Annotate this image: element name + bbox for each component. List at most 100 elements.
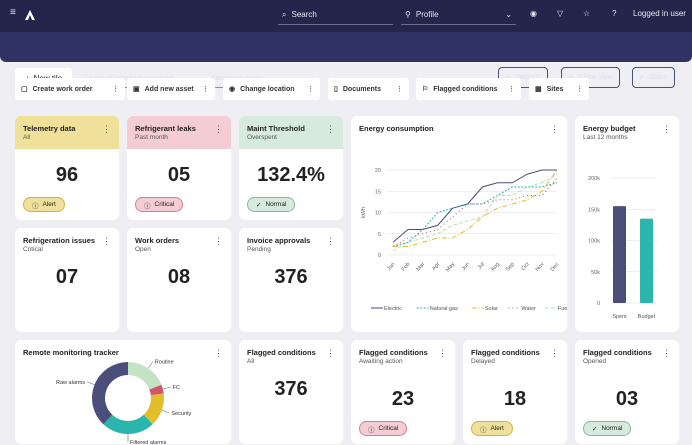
legend-label: Water bbox=[521, 306, 536, 312]
leader-line bbox=[162, 386, 171, 390]
more-options-icon[interactable]: ⋮ bbox=[662, 124, 671, 134]
quick-action-2[interactable]: ◉ Change location ⋮ bbox=[223, 78, 320, 100]
kpi-tile[interactable]: Flagged conditions Awaiting action ⋮ 23 ⓘ… bbox=[351, 340, 455, 444]
location-icon[interactable]: ◉ bbox=[530, 9, 537, 18]
y-tick-label: 5 bbox=[378, 232, 381, 238]
kpi-tile[interactable]: Work orders Open ⋮ 08 bbox=[127, 228, 231, 332]
kpi-tile[interactable]: Invoice approvals Pending ⋮ 376 bbox=[239, 228, 343, 332]
more-options-icon[interactable]: ⋮ bbox=[326, 124, 335, 134]
status-badge: ⓘ Alert bbox=[23, 197, 65, 212]
remote-monitoring-card: Remote monitoring tracker ⋮ Routine FC Sec… bbox=[15, 340, 231, 444]
kpi-tile[interactable]: Telemetry data All ⋮ 96 ⓘ Alert bbox=[15, 116, 119, 220]
series-line-electric bbox=[392, 169, 557, 243]
status-badge: ⓘ Critical bbox=[359, 421, 408, 436]
tile-value: 23 bbox=[391, 388, 415, 410]
chevron-down-icon: ⌄ bbox=[505, 10, 512, 19]
remote-monitoring-donut-chart: Routine FC Security Filtered alarms Raw alar… bbox=[56, 360, 191, 444]
more-options-icon[interactable]: ⋮ bbox=[438, 348, 447, 358]
more-options-icon[interactable]: ⋮ bbox=[326, 236, 335, 246]
bar-spent bbox=[613, 206, 626, 303]
kpi-tile[interactable]: Refrigeration issues Critical ⋮ 07 bbox=[15, 228, 119, 332]
share-button[interactable]: ↱ Share bbox=[632, 67, 675, 88]
logged-in-user[interactable]: Logged in user bbox=[633, 9, 686, 18]
more-options-icon[interactable]: ⋮ bbox=[550, 348, 559, 358]
y-tick-label: 20 bbox=[375, 168, 381, 174]
location-icon: ◉ bbox=[229, 86, 236, 93]
y-tick-label: 15 bbox=[375, 189, 381, 195]
quick-action-0[interactable]: ▢ Create work order ⋮ bbox=[15, 78, 125, 100]
y-tick-label: 10 bbox=[375, 211, 381, 217]
more-options-icon[interactable]: ⋮ bbox=[102, 124, 111, 134]
top-bar: ≡ ⌕ Search ⚲ Profile ⌄ ◉ ▽ ☆ ? Logged in us… bbox=[0, 0, 692, 32]
card-title: Energy consumption bbox=[359, 124, 434, 133]
more-options-icon[interactable]: ⋮ bbox=[214, 348, 223, 358]
more-options-icon[interactable]: ⋮ bbox=[112, 86, 119, 93]
star-icon[interactable]: ☆ bbox=[583, 9, 591, 18]
leader-line bbox=[148, 361, 153, 369]
kpi-tile[interactable]: Flagged conditions Opened ⋮ 03 ✓ Normal bbox=[575, 340, 679, 444]
more-options-icon[interactable]: ⋮ bbox=[102, 236, 111, 246]
logo-icon[interactable] bbox=[24, 9, 36, 21]
series-line-solar bbox=[393, 169, 558, 247]
tile-subtitle: Overspent bbox=[247, 134, 277, 141]
more-options-icon[interactable]: ⋮ bbox=[214, 124, 223, 134]
y-tick-label: 150k bbox=[588, 207, 600, 213]
profile-select[interactable]: ⚲ Profile ⌄ bbox=[401, 5, 516, 25]
more-options-icon[interactable]: ⋮ bbox=[550, 124, 559, 134]
quick-action-4[interactable]: ⚐ Flagged conditions ⋮ bbox=[416, 78, 521, 100]
tile-value: 03 bbox=[615, 388, 639, 410]
series-line-natural-gas bbox=[392, 182, 558, 247]
menu-icon[interactable]: ≡ bbox=[10, 7, 16, 18]
y-tick-label: 0 bbox=[597, 301, 600, 307]
x-tick-label: Oct bbox=[521, 261, 531, 272]
more-options-icon[interactable]: ⋮ bbox=[214, 236, 223, 246]
search-input[interactable]: ⌕ Search bbox=[278, 5, 393, 25]
quick-action-3[interactable]: ▯ Documents ⋮ bbox=[328, 78, 409, 100]
x-tick-label: Sep bbox=[505, 261, 516, 272]
leader-line bbox=[86, 381, 95, 385]
asset-icon: ▣ bbox=[133, 86, 140, 93]
help-icon[interactable]: ? bbox=[612, 9, 617, 18]
more-options-icon[interactable]: ⋮ bbox=[508, 86, 515, 93]
kpi-tile[interactable]: Refrigerant leaks Past month ⋮ 05 ⓘ Critic… bbox=[127, 116, 231, 220]
more-options-icon[interactable]: ⋮ bbox=[396, 86, 403, 93]
y-tick-label: 200k bbox=[588, 176, 600, 182]
legend-label: Solar bbox=[485, 306, 498, 312]
quick-action-5[interactable]: ▦ Sites ⋮ bbox=[529, 78, 589, 100]
slice-label: Filtered alarms bbox=[130, 440, 167, 444]
x-tick-label: Mar bbox=[416, 261, 427, 272]
bar-budget bbox=[640, 218, 653, 303]
more-options-icon[interactable]: ⋮ bbox=[202, 86, 209, 93]
tile-title: Maint Threshold bbox=[247, 124, 305, 133]
card-title: Remote monitoring tracker bbox=[23, 348, 119, 357]
y-tick-label: 50k bbox=[591, 270, 600, 276]
kpi-tile[interactable]: Flagged conditions Delayed ⋮ 18 ⓘ Alert bbox=[463, 340, 567, 444]
tile-title: Telemetry data bbox=[23, 124, 76, 133]
flag-icon: ⚐ bbox=[422, 86, 429, 93]
quick-action-1[interactable]: ▣ Add new asset ⋮ bbox=[127, 78, 215, 100]
kpi-tile[interactable]: Flagged conditions All ⋮ 376 bbox=[239, 340, 343, 444]
donut-slice-raw-alarms bbox=[92, 362, 128, 425]
more-options-icon[interactable]: ⋮ bbox=[326, 348, 335, 358]
x-tick-label: Jan bbox=[386, 261, 396, 272]
x-tick-label: May bbox=[445, 261, 456, 273]
building-icon: ▦ bbox=[535, 86, 542, 93]
status-badge: ⓘ Alert bbox=[471, 421, 513, 436]
legend-label: Electric bbox=[384, 306, 402, 312]
tile-title: Invoice approvals bbox=[247, 236, 311, 245]
tile-value: 05 bbox=[167, 164, 191, 186]
y-tick-label: 100k bbox=[588, 239, 600, 245]
more-options-icon[interactable]: ⋮ bbox=[576, 86, 583, 93]
tile-title: Flagged conditions bbox=[247, 348, 316, 357]
kpi-tile[interactable]: Maint Threshold Overspent ⋮ 132.4% ✓ Norma… bbox=[239, 116, 343, 220]
more-options-icon[interactable]: ⋮ bbox=[307, 86, 314, 93]
more-options-icon[interactable]: ⋮ bbox=[662, 348, 671, 358]
card-title: Energy budget bbox=[583, 124, 636, 133]
x-tick-label: Feb bbox=[401, 261, 412, 272]
tile-subtitle: Critical bbox=[23, 246, 43, 253]
donut-slice-routine bbox=[128, 362, 162, 390]
tile-subtitle: Delayed bbox=[471, 358, 495, 365]
status-icon: ⓘ bbox=[368, 426, 375, 434]
x-tick-label: Jun bbox=[461, 261, 471, 272]
filter-icon[interactable]: ▽ bbox=[557, 9, 564, 18]
